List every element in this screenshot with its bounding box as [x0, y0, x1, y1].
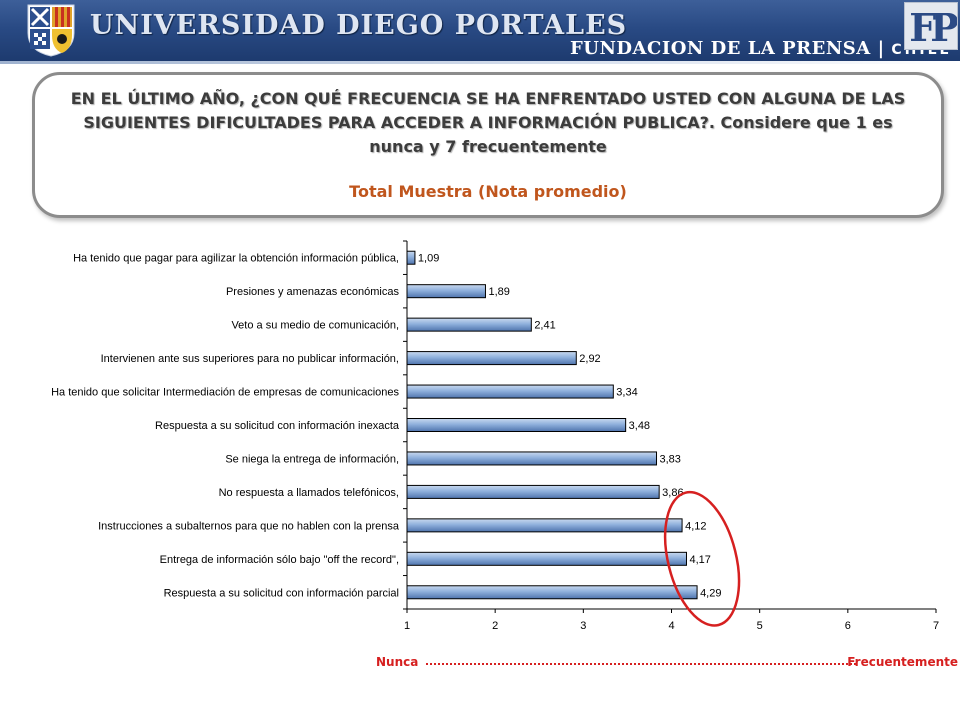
scale-legend: Nunca Frecuentemente: [376, 655, 960, 671]
category-label: Ha tenido que solicitar Intermediación d…: [51, 387, 399, 399]
header-banner: UNIVERSIDAD DIEGO PORTALES FUNDACION DE …: [0, 0, 960, 62]
bar: [406, 484, 660, 499]
category-label: Intervienen ante sus superiores para no …: [101, 353, 399, 365]
bar: [406, 518, 683, 533]
value-label: 4,12: [685, 520, 706, 532]
chart-layer: 1 2 3 4 5 6 7 Ha tenido que pagar para agilizar…: [51, 240, 939, 632]
category-label: Instrucciones a subalternos para que no …: [98, 520, 400, 532]
bar: [406, 351, 577, 366]
category-label: Se niega la entrega de información,: [225, 453, 399, 465]
value-label: 1,09: [418, 253, 439, 265]
question-text: EN EL ÚLTIMO AÑO, ¿CON QUÉ FRECUENCIA SE…: [70, 89, 906, 156]
bar-chart: 1 2 3 4 5 6 7 Ha tenido que pagar para agilizar…: [51, 240, 939, 632]
category-label: Respuesta a su solicitud con información…: [155, 420, 400, 432]
header-separator: |: [877, 38, 885, 59]
x-tick-label: 1: [404, 620, 410, 632]
value-label: 4,29: [700, 587, 721, 599]
bar: [406, 451, 658, 466]
value-label: 2,41: [534, 320, 555, 332]
foundation-label: FUNDACION DE LA PRENSA: [570, 38, 871, 59]
bar: [406, 585, 698, 600]
fp-logo-letters: FP: [909, 5, 958, 50]
value-label: 3,83: [660, 453, 681, 465]
value-label: 3,34: [616, 387, 637, 399]
bar: [406, 384, 614, 399]
x-tick-label: 6: [845, 620, 851, 632]
value-label: 2,92: [579, 353, 600, 365]
category-label: Ha tenido que pagar para agilizar la obt…: [73, 253, 399, 265]
x-tick-label: 2: [492, 620, 498, 632]
scale-dotted-line: [426, 663, 856, 665]
bar: [406, 284, 486, 299]
university-name: UNIVERSIDAD DIEGO PORTALES: [90, 10, 628, 41]
header-divider: [0, 61, 960, 64]
x-tick-label: 5: [757, 620, 763, 632]
bar: [406, 250, 416, 265]
university-crest-icon: [27, 4, 75, 57]
category-label: Presiones y amenazas económicas: [226, 286, 400, 298]
value-label: 3,48: [629, 420, 650, 432]
bar: [406, 317, 532, 332]
category-label: Respuesta a su solicitud con información…: [164, 587, 399, 599]
fp-logo-icon: FP: [904, 2, 958, 50]
bar: [406, 551, 687, 566]
bar: [406, 418, 627, 432]
highlight-ellipse: [663, 490, 741, 627]
x-tick-label: 4: [668, 620, 674, 632]
x-tick-label: 3: [580, 620, 586, 632]
category-label: Entrega de información sólo bajo "off th…: [160, 554, 399, 566]
value-label: 3,86: [662, 487, 683, 499]
scale-high-label: Frecuentemente: [847, 655, 958, 669]
category-label: No respuesta a llamados telefónicos,: [219, 487, 399, 499]
chart-subtitle: Total Muestra (Nota promedio): [349, 182, 627, 201]
value-label: 1,89: [488, 286, 509, 298]
value-label: 4,17: [689, 554, 710, 566]
x-tick-label: 7: [933, 620, 939, 632]
scale-low-label: Nunca: [376, 655, 419, 669]
category-label: Veto a su medio de comunicación,: [231, 320, 399, 332]
question-box: EN EL ÚLTIMO AÑO, ¿CON QUÉ FRECUENCIA SE…: [32, 72, 944, 218]
